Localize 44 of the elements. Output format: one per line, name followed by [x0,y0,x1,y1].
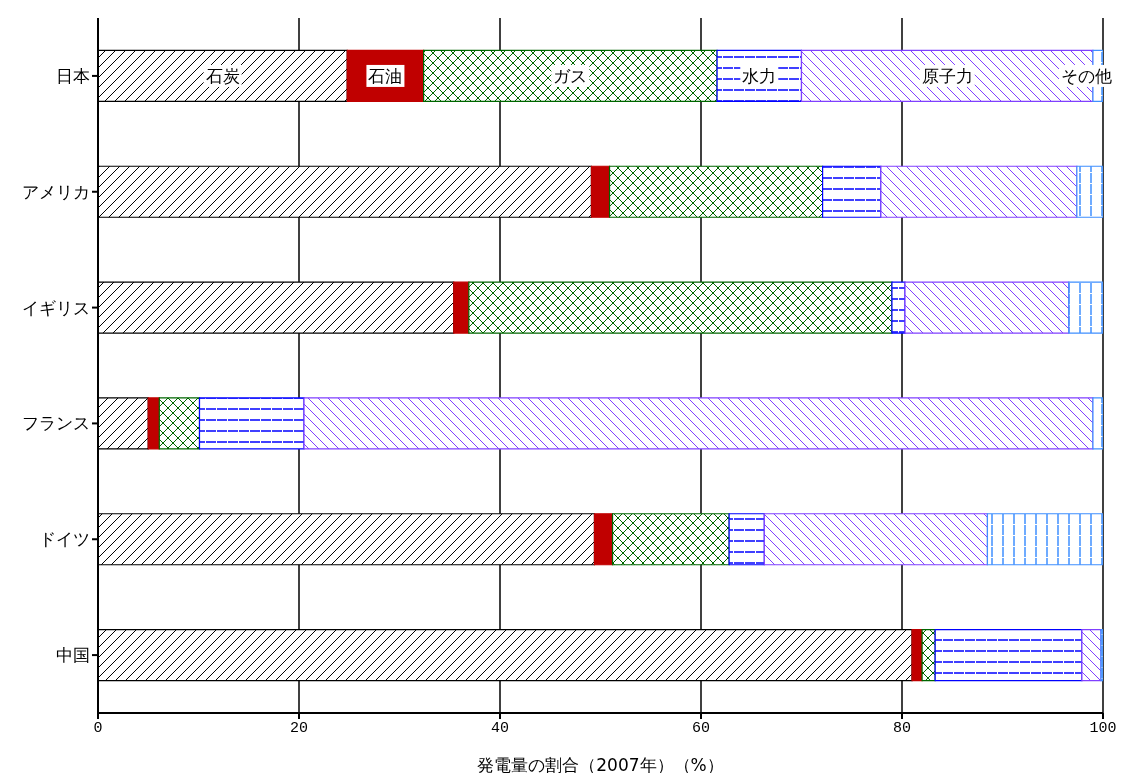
bar [593,513,614,566]
x-tick-label: 80 [892,719,912,737]
bar [880,165,1078,218]
bar [453,281,470,334]
x-tick-label: 60 [691,719,711,737]
y-tick-label: 中国 [56,645,90,666]
bar [1081,629,1102,682]
bar [1100,629,1103,682]
series-label: その他 [1061,65,1112,86]
bar [423,49,718,103]
bar [611,513,730,566]
bar [590,165,611,218]
x-tick-label: 100 [1089,719,1117,737]
bar [986,513,1103,566]
series-label: 石炭 [205,65,240,86]
y-tick-label: ドイツ [39,529,90,550]
bar [1092,397,1103,450]
bar [934,629,1083,682]
bar [608,165,824,218]
bar [728,513,765,566]
bar [158,397,201,450]
series-label: 原子力 [921,65,973,86]
bar [1076,165,1103,218]
bar [1068,281,1103,334]
series-label: 水力 [742,65,777,86]
x-tick-label: 40 [490,719,510,737]
y-tick-label: アメリカ [22,181,90,202]
x-tick-label: 20 [289,719,309,737]
bar [303,397,1094,450]
bar [763,513,989,566]
series-label: 石油 [368,65,403,86]
bar [147,397,160,450]
series-label: ガス [553,65,588,86]
bar [822,165,882,218]
bar [904,281,1070,334]
x-tick-label: 0 [93,719,103,737]
y-tick-label: 日本 [56,65,90,86]
bar [800,49,1094,103]
bar [921,629,936,682]
y-tick-label: フランス [22,413,90,434]
y-tick-label: イギリス [22,297,90,318]
bar [891,281,906,334]
bar [198,397,305,450]
bar [468,281,893,334]
